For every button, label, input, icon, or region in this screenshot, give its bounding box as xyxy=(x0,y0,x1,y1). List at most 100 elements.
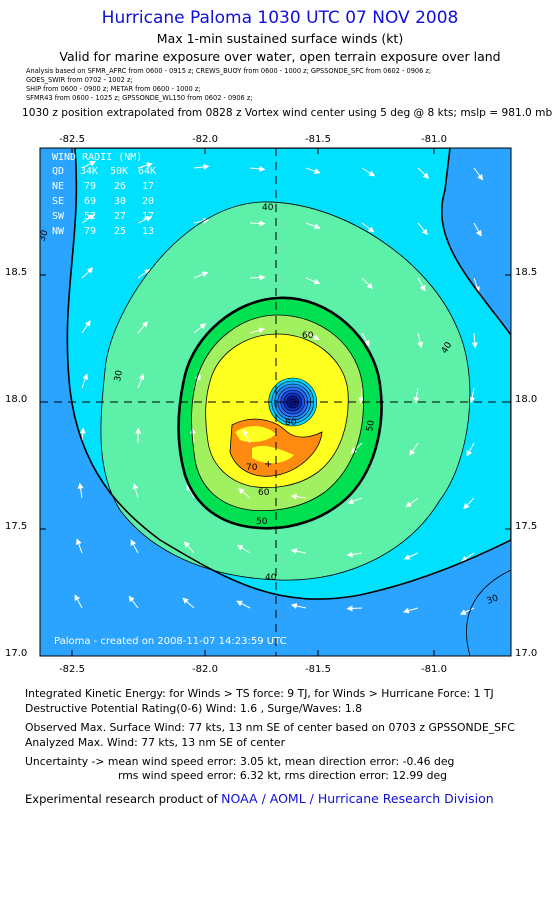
wind-vector xyxy=(346,605,363,612)
dpr-line: Destructive Potential Rating(0-6) Wind: … xyxy=(25,702,363,715)
analysis-sources-line: SFMR43 from 0600 - 1025 z; GPSSONDE_WL15… xyxy=(26,94,253,102)
position-note: 1030 z position extrapolated from 0828 z… xyxy=(22,107,553,119)
y-tick-label-right: 18.0 xyxy=(515,394,537,405)
wind-vector xyxy=(249,274,266,281)
wind-vector xyxy=(77,482,84,499)
contour-label: 60 xyxy=(258,488,270,498)
wind-vector xyxy=(466,442,475,457)
contour-label: 30 xyxy=(37,229,50,243)
wind-vector xyxy=(183,541,195,554)
contour-label: 60 xyxy=(302,331,314,341)
x-tick-label-bottom: -81.0 xyxy=(421,664,447,675)
wind-vector xyxy=(417,222,428,236)
wind-vector xyxy=(236,600,251,609)
wind-radii-row: NE 79 26 17 xyxy=(52,181,154,192)
y-tick-label-left: 18.0 xyxy=(5,394,27,405)
ike-line: Integrated Kinetic Energy: for Winds > T… xyxy=(25,687,494,700)
wind-vector xyxy=(182,597,195,609)
wind-vector xyxy=(305,332,320,341)
wind-vector xyxy=(473,222,482,237)
wind-vector xyxy=(361,277,373,290)
contour-lines xyxy=(66,148,511,656)
wind-vector xyxy=(189,427,196,444)
contour-line xyxy=(191,314,364,512)
y-tick-label-right: 17.0 xyxy=(515,648,537,659)
wind-vector xyxy=(137,321,148,334)
uncertainty-rms-line: rms wind speed error: 6.32 kt, rms direc… xyxy=(118,769,447,782)
wind-vector xyxy=(74,594,83,609)
observed-max-wind: Observed Max. Surface Wind: 77 kts, 13 n… xyxy=(25,721,515,734)
research-credit: Experimental research product of NOAA / … xyxy=(25,791,494,806)
contour-line xyxy=(177,296,383,530)
wind-vector xyxy=(471,332,478,349)
wind-vector xyxy=(358,387,365,404)
wind-vector xyxy=(128,595,139,609)
x-tick-label-top: -81.0 xyxy=(421,134,447,145)
contour-label: 30 xyxy=(113,369,125,382)
wind-vector xyxy=(473,167,484,181)
wind-vector xyxy=(413,387,420,404)
wind-radii-header: QD 34K 50K 64K xyxy=(52,166,156,177)
max-wind-marker: + xyxy=(264,459,272,470)
eyewall-band xyxy=(254,361,302,378)
contour-line xyxy=(466,569,511,656)
wind-band xyxy=(252,445,294,464)
wind-vector xyxy=(81,161,96,169)
wind-vector xyxy=(249,165,266,172)
analysis-sources-line: SHIP from 0600 - 0900 z; METAR from 0600… xyxy=(26,85,201,93)
wind-vector xyxy=(75,538,83,554)
wind-vector xyxy=(346,551,363,558)
chart-validity-note: Valid for marine exposure over water, op… xyxy=(59,49,501,64)
wind-vector xyxy=(193,163,210,170)
wind-vector xyxy=(361,167,376,177)
y-tick-label-left: 17.5 xyxy=(5,521,27,532)
analysis-sources-line: GOES_SWIR from 0702 - 1002 z; xyxy=(26,76,133,84)
wind-radii-row: SE 69 30 20 xyxy=(52,196,154,207)
x-tick-label-bottom: -82.0 xyxy=(192,664,218,675)
wind-vector xyxy=(290,548,307,555)
wind-vector xyxy=(137,373,145,389)
wind-vector xyxy=(417,277,426,292)
contour-label: 40 xyxy=(265,573,277,583)
wind-vector xyxy=(193,217,210,224)
x-tick-label-bottom: -81.5 xyxy=(305,664,331,675)
analyzed-max-wind: Analyzed Max. Wind: 77 kts, 13 nm SE of … xyxy=(25,736,286,749)
wind-vector xyxy=(403,552,419,560)
y-tick-label-right: 18.5 xyxy=(515,267,537,278)
wind-vector xyxy=(402,607,419,614)
wind-radii-row: NW 79 25 13 xyxy=(52,226,154,237)
chart-title: Hurricane Paloma 1030 UTC 07 NOV 2008 xyxy=(101,8,459,28)
wind-vector xyxy=(249,220,266,227)
contour-label: 40 xyxy=(262,203,274,213)
contour-line xyxy=(66,148,511,600)
wind-vector xyxy=(459,607,475,615)
contour-line xyxy=(205,333,349,488)
x-tick-label-bottom: -82.5 xyxy=(59,664,85,675)
creation-credit: Paloma - created on 2008-11-07 14:23:59 … xyxy=(54,636,287,647)
wind-vector xyxy=(81,373,89,389)
contour-label: 50 xyxy=(256,517,268,527)
analysis-sources-line: Analysis based on SFMR_AFRC from 0600 - … xyxy=(26,67,432,75)
wind-band xyxy=(440,580,511,656)
contour-label: 50 xyxy=(365,419,377,432)
wind-vector xyxy=(361,222,375,233)
y-tick-label-left: 17.0 xyxy=(5,648,27,659)
y-tick-label-right: 17.5 xyxy=(515,521,537,532)
wind-radii-table: WIND RADII (NM) QD 34K 50K 64K NE 79 26 17 SE 6… xyxy=(52,152,156,237)
contour-line xyxy=(229,418,323,477)
contour-label: 30 xyxy=(486,593,500,606)
hrd-link[interactable]: NOAA / AOML / Hurricane Research Divisio… xyxy=(221,791,494,806)
research-credit-prefix: Experimental research product of xyxy=(25,792,218,806)
x-tick-label-top: -81.5 xyxy=(305,134,331,145)
wind-vector xyxy=(238,488,251,499)
wind-vector xyxy=(305,222,321,230)
chart-subtitle: Max 1-min sustained surface winds (kt) xyxy=(156,31,404,46)
x-tick-label-top: -82.0 xyxy=(192,134,218,145)
wind-vector xyxy=(350,442,363,454)
wind-vector xyxy=(81,320,91,334)
wind-vector xyxy=(463,497,475,510)
uncertainty-line: Uncertainty -> mean wind speed error: 3.… xyxy=(25,755,455,768)
wind-vector xyxy=(137,162,153,169)
y-tick-label-left: 18.5 xyxy=(5,267,27,278)
wind-vector xyxy=(137,216,153,224)
